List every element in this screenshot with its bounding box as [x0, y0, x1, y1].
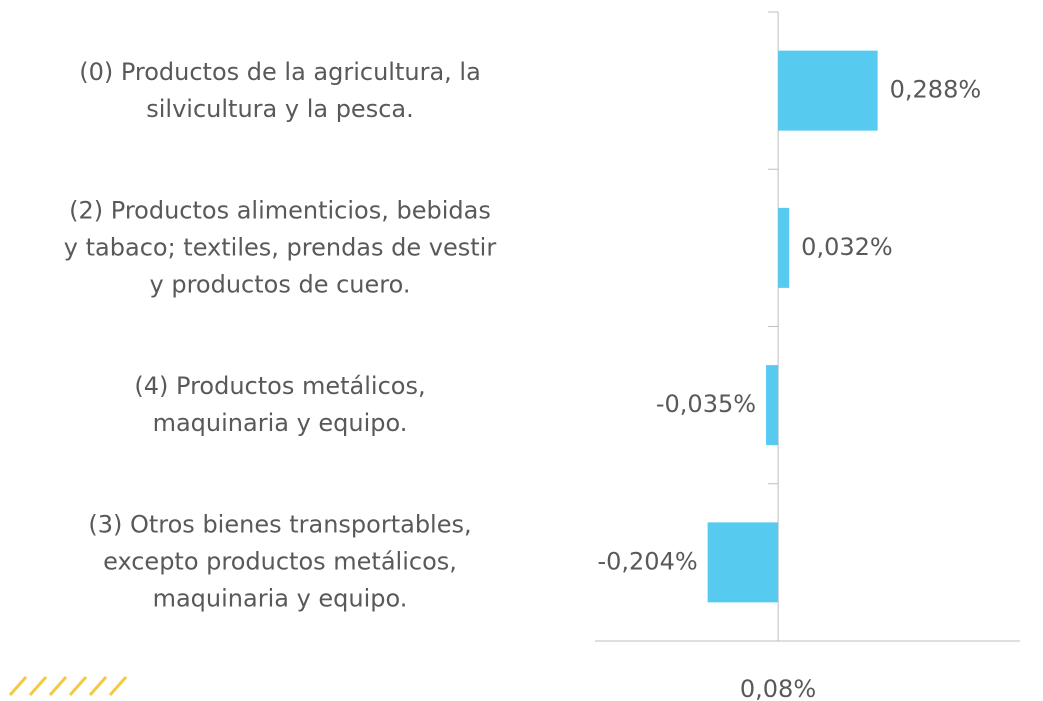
- category-label: (2) Productos alimenticios, bebidas y ta…: [63, 196, 497, 299]
- value-label: -0,035%: [656, 390, 756, 418]
- bar: [778, 207, 790, 288]
- bar: [778, 50, 878, 131]
- category-label: (0) Productos de la agricultura, la silv…: [79, 57, 481, 123]
- value-label: -0,204%: [597, 547, 697, 575]
- category-label: (3) Otros bienes transportables, excepto…: [88, 510, 472, 613]
- decoration: [8, 676, 128, 696]
- bar: [766, 365, 779, 446]
- category-label: (4) Productos metálicos, maquinaria y eq…: [134, 372, 426, 438]
- value-label: 0,032%: [801, 233, 893, 261]
- value-label: 0,288%: [890, 76, 982, 104]
- annotation: 0,08%: [740, 675, 816, 701]
- bar: [707, 522, 779, 603]
